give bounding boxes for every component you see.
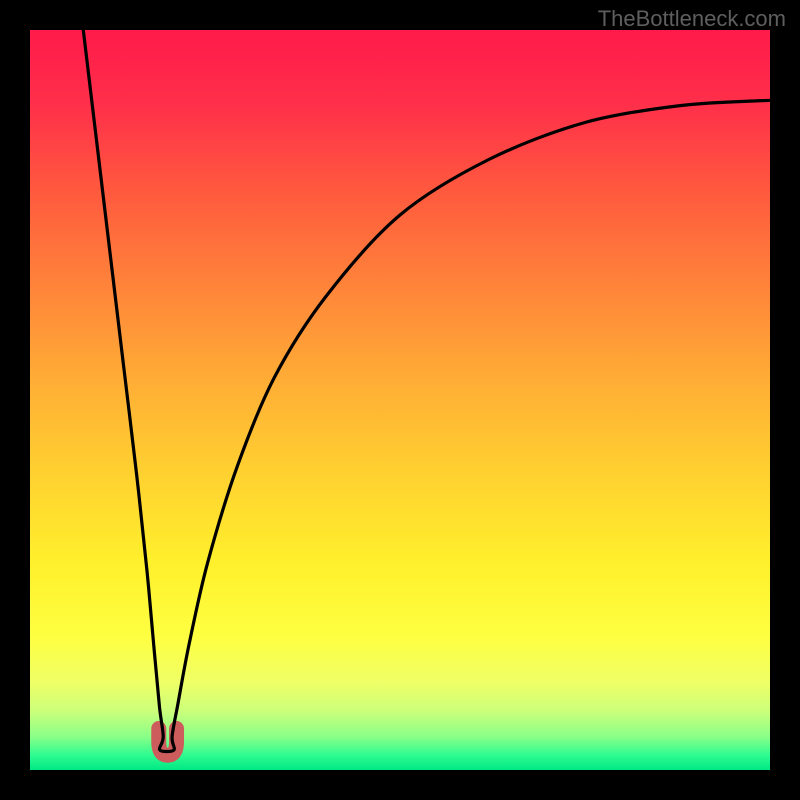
chart-svg: [0, 0, 800, 800]
watermark-text: TheBottleneck.com: [598, 6, 786, 32]
chart-frame: TheBottleneck.com: [0, 0, 800, 800]
bottleneck-curve: [83, 30, 770, 752]
